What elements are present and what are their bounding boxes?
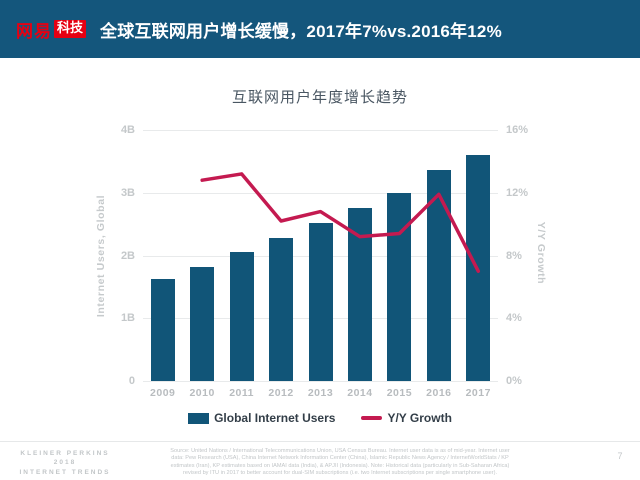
footer-divider bbox=[0, 441, 640, 442]
legend-line-label: Y/Y Growth bbox=[387, 411, 452, 425]
y-axis-title-left: Internet Users, Global bbox=[95, 194, 107, 318]
legend-item-bars: Global Internet Users bbox=[188, 411, 335, 425]
bar-2015 bbox=[387, 192, 412, 381]
gridline bbox=[143, 130, 498, 131]
netease-tech-logo: 网易 科技 bbox=[16, 17, 87, 42]
y-axis-tick-right: 4% bbox=[506, 312, 522, 325]
legend-bar-label: Global Internet Users bbox=[214, 411, 336, 425]
y-axis-tick-right: 8% bbox=[506, 249, 522, 262]
y-axis-tick-right: 12% bbox=[506, 186, 529, 199]
bar-2013 bbox=[308, 222, 333, 381]
legend-bar-swatch-icon bbox=[188, 412, 210, 424]
y-axis-tick-left: 1B bbox=[120, 312, 135, 325]
page-number: 7 bbox=[617, 451, 623, 461]
legend-item-line: Y/Y Growth bbox=[361, 411, 452, 425]
header-bar: 网易 科技 全球互联网用户增长缓慢，2017年7%vs.2016年12% bbox=[0, 0, 640, 58]
chart-title: 互联网用户年度增长趋势 bbox=[231, 89, 408, 106]
article-headline: 全球互联网用户增长缓慢，2017年7%vs.2016年12% bbox=[100, 21, 502, 41]
y-axis-tick-right: 16% bbox=[506, 124, 529, 136]
x-axis-label: 2012 bbox=[268, 387, 294, 399]
brand-line-3: INTERNET TRENDS bbox=[19, 468, 111, 476]
y-axis-tick-left: 4B bbox=[120, 124, 135, 136]
x-axis-label: 2013 bbox=[307, 387, 334, 399]
y-axis-tick-left: 0 bbox=[128, 375, 135, 387]
y-axis-title-right: Y/Y Growth bbox=[535, 221, 547, 285]
y-axis-tick-left: 2B bbox=[120, 249, 135, 262]
gridline bbox=[143, 381, 498, 382]
netease-brand-text: 网易 bbox=[16, 21, 52, 41]
x-axis-label: 2016 bbox=[426, 387, 452, 399]
bar-2010 bbox=[190, 266, 215, 381]
x-axis-label: 2017 bbox=[465, 387, 491, 399]
x-axis-label: 2009 bbox=[150, 387, 176, 399]
bar-2009 bbox=[150, 279, 175, 381]
bar-2016 bbox=[426, 169, 451, 381]
bar-2011 bbox=[229, 251, 254, 381]
tech-badge: 科技 bbox=[54, 20, 87, 38]
x-axis-label: 2015 bbox=[386, 387, 413, 399]
x-axis-label: 2011 bbox=[229, 387, 254, 399]
kleiner-perkins-brand: KLEINER PERKINS 2018 INTERNET TRENDS bbox=[0, 449, 130, 477]
bar-2014 bbox=[347, 208, 372, 381]
bar-2012 bbox=[269, 237, 294, 381]
y-axis-tick-right: 0% bbox=[506, 375, 522, 387]
x-axis-label: 2010 bbox=[189, 387, 215, 399]
bar-2017 bbox=[466, 155, 491, 381]
brand-line-2: 2018 bbox=[53, 459, 77, 467]
source-note: Source: United Nations / International T… bbox=[170, 448, 510, 476]
chart-legend: Global Internet Users Y/Y Growth bbox=[0, 411, 640, 425]
x-axis-label: 2014 bbox=[347, 387, 373, 399]
legend-line-swatch-icon bbox=[361, 416, 383, 420]
y-axis-tick-left: 3B bbox=[120, 186, 135, 199]
brand-line-1: KLEINER PERKINS bbox=[20, 450, 110, 457]
